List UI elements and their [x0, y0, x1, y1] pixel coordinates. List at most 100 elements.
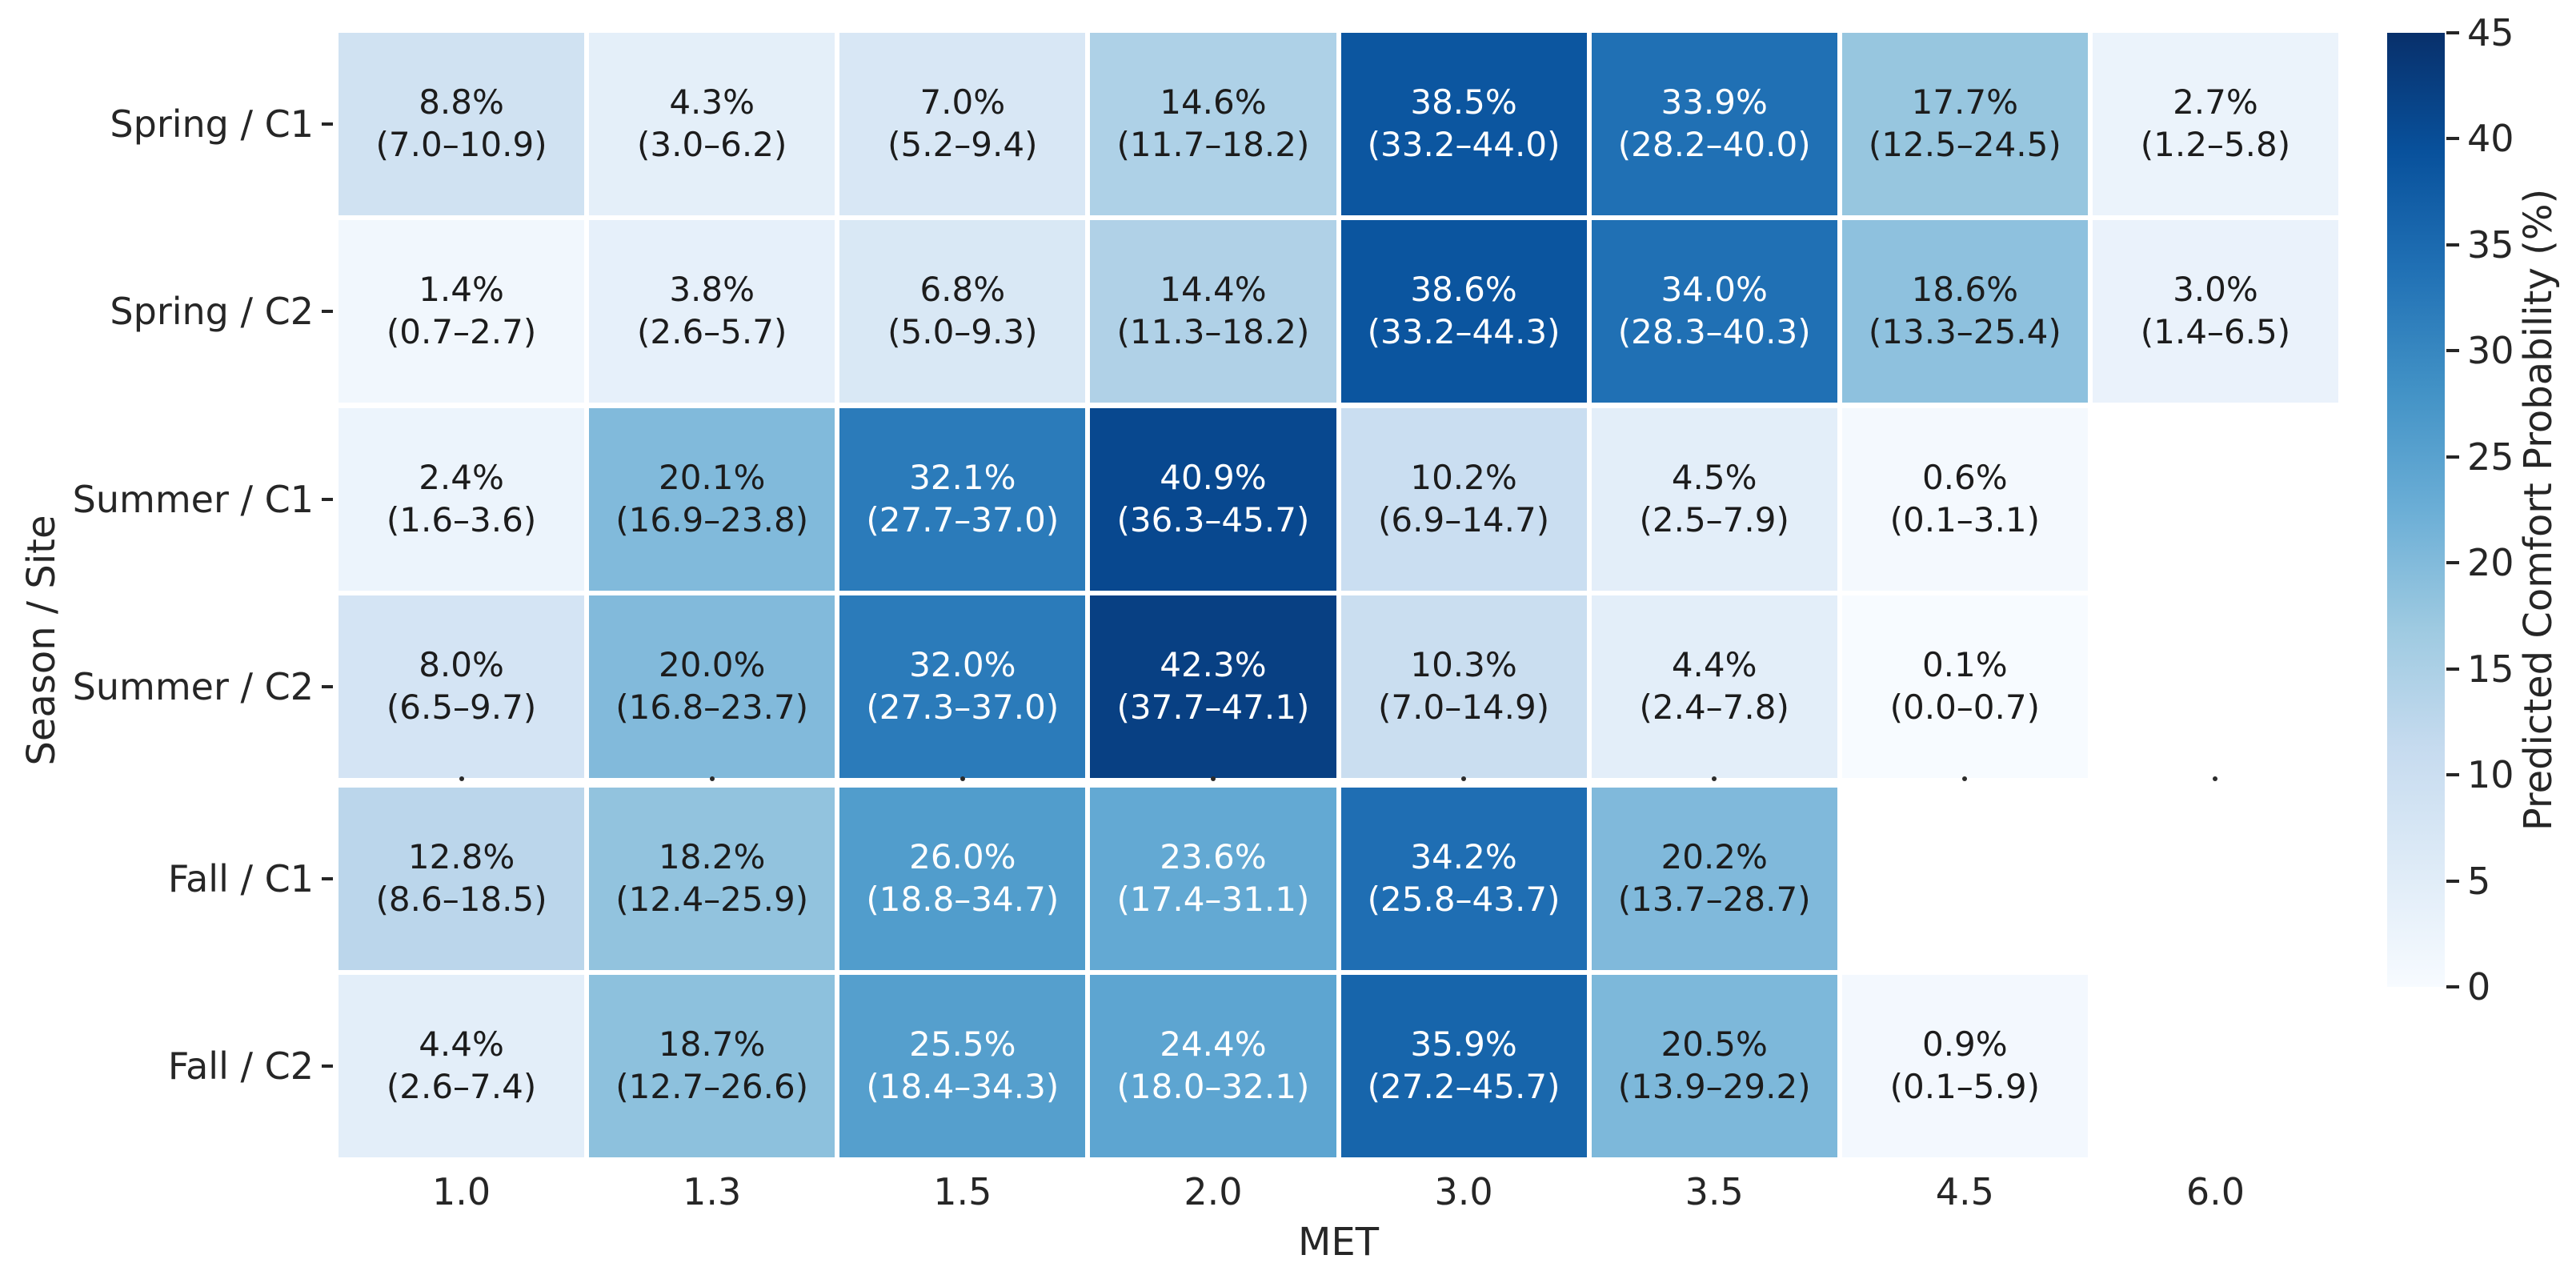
cell-confidence-interval: (0.1–5.9) [1889, 1067, 2040, 1106]
cell-confidence-interval: (33.2–44.3) [1367, 312, 1560, 351]
subplot-boundary-tick-dot [1712, 776, 1717, 781]
cell-value: 12.8% [407, 837, 515, 877]
y-tick-mark [322, 122, 333, 126]
x-tick-label: 3.0 [1434, 1170, 1493, 1213]
y-tick-label: Summer / C2 [72, 665, 314, 708]
cell-value: 3.0% [2173, 270, 2258, 310]
heatmap-cell: 18.2% (12.4–25.9) [589, 788, 835, 970]
cell-value: 18.7% [658, 1024, 766, 1065]
cell-confidence-interval: (17.4–31.1) [1116, 880, 1310, 919]
heatmap-cell: 4.5% (2.5–7.9) [1591, 408, 1837, 591]
heatmap-cell: 0.6% (0.1–3.1) [1841, 408, 2088, 591]
cell-value: 8.8% [419, 82, 504, 122]
cell-confidence-interval: (1.6–3.6) [386, 500, 537, 539]
cell-value: 10.3% [1410, 645, 1517, 685]
cell-value: 8.0% [419, 645, 504, 685]
cell-value: 17.7% [1911, 82, 2019, 122]
cell-value: 32.1% [909, 458, 1016, 498]
cell-value: 14.4% [1160, 270, 1267, 310]
cell-confidence-interval: (8.6–18.5) [375, 880, 547, 919]
cell-confidence-interval: (25.8–43.7) [1367, 880, 1560, 919]
heatmap-cell: 38.6% (33.2–44.3) [1340, 220, 1587, 403]
colorbar-tick-label: 40 [2467, 117, 2514, 161]
cell-confidence-interval: (12.7–26.6) [615, 1067, 809, 1106]
colorbar-tick-label: 30 [2467, 329, 2514, 373]
cell-confidence-interval: (12.5–24.5) [1868, 125, 2061, 164]
cell-value: 3.8% [669, 270, 755, 310]
cell-confidence-interval: (5.2–9.4) [887, 125, 1038, 164]
cell-confidence-interval: (2.6–5.7) [637, 312, 787, 351]
cell-value: 26.0% [909, 837, 1016, 877]
cell-value: 20.5% [1661, 1024, 1768, 1065]
cell-confidence-interval: (28.2–40.0) [1617, 125, 1811, 164]
cell-value: 20.2% [1661, 837, 1768, 877]
heatmap-cell: 4.4% (2.4–7.8) [1591, 595, 1837, 778]
cell-value: 24.4% [1160, 1024, 1267, 1065]
cell-value: 6.8% [919, 270, 1006, 310]
heatmap-cell: 34.0% (28.3–40.3) [1591, 220, 1837, 403]
colorbar-tick-mark [2446, 667, 2459, 671]
x-tick-label: 1.3 [683, 1170, 742, 1213]
heatmap-cell: 3.8% (2.6–5.7) [589, 220, 835, 403]
x-tick-label: 2.0 [1184, 1170, 1243, 1213]
cell-confidence-interval: (27.7–37.0) [866, 500, 1060, 539]
heatmap-cell: 24.4% (18.0–32.1) [1090, 975, 1336, 1157]
cell-confidence-interval: (0.1–3.1) [1889, 500, 2040, 539]
x-tick-label: 4.5 [1935, 1170, 1994, 1213]
cell-confidence-interval: (6.9–14.7) [1378, 500, 1550, 539]
heatmap-cell: 35.9% (27.2–45.7) [1340, 975, 1587, 1157]
heatmap-cell: 42.3% (37.7–47.1) [1090, 595, 1336, 778]
cell-value: 2.7% [2173, 82, 2258, 122]
heatmap-cell: 2.7% (1.2–5.8) [2092, 33, 2338, 215]
cell-confidence-interval: (18.8–34.7) [866, 880, 1060, 919]
cell-value: 18.6% [1911, 270, 2019, 310]
heatmap-cell: 0.9% (0.1–5.9) [1841, 975, 2088, 1157]
cell-value: 42.3% [1160, 645, 1267, 685]
cell-confidence-interval: (13.3–25.4) [1868, 312, 2061, 351]
heatmap-cell: 25.5% (18.4–34.3) [839, 975, 1086, 1157]
cell-confidence-interval: (18.4–34.3) [866, 1067, 1060, 1106]
cell-value: 34.0% [1661, 270, 1768, 310]
cell-value: 38.5% [1410, 82, 1517, 122]
cell-confidence-interval: (2.4–7.8) [1639, 688, 1789, 727]
cell-value: 4.3% [669, 82, 755, 122]
heatmap-cell: 26.0% (18.8–34.7) [839, 788, 1086, 970]
heatmap-cell: 20.2% (13.7–28.7) [1591, 788, 1837, 970]
cell-confidence-interval: (7.0–10.9) [375, 125, 547, 164]
heatmap-cell: 18.7% (12.7–26.6) [589, 975, 835, 1157]
cell-confidence-interval: (2.5–7.9) [1639, 500, 1789, 539]
heatmap-cell: 17.7% (12.5–24.5) [1841, 33, 2088, 215]
colorbar-tick-mark [2446, 243, 2459, 247]
cell-value: 14.6% [1160, 82, 1267, 122]
cell-confidence-interval: (11.3–18.2) [1116, 312, 1310, 351]
cell-confidence-interval: (0.0–0.7) [1889, 688, 2040, 727]
cell-confidence-interval: (13.9–29.2) [1617, 1067, 1811, 1106]
x-tick-label: 1.5 [933, 1170, 992, 1213]
subplot-boundary-tick-dot [1461, 776, 1467, 781]
cell-confidence-interval: (27.2–45.7) [1367, 1067, 1560, 1106]
heatmap-cell: 8.0% (6.5–9.7) [339, 595, 585, 778]
cell-value: 23.6% [1160, 837, 1267, 877]
colorbar-tick-label: 5 [2467, 859, 2491, 903]
cell-confidence-interval: (12.4–25.9) [615, 880, 809, 919]
colorbar-tick-label: 10 [2467, 753, 2514, 797]
cell-value: 34.2% [1410, 837, 1517, 877]
colorbar-tick-mark [2446, 137, 2459, 141]
cell-value: 4.4% [419, 1024, 504, 1065]
subplot-boundary-tick-dot [459, 776, 464, 781]
heatmap-cell: 18.6% (13.3–25.4) [1841, 220, 2088, 403]
heatmap-cell: 0.1% (0.0–0.7) [1841, 595, 2088, 778]
cell-confidence-interval: (5.0–9.3) [887, 312, 1038, 351]
cell-confidence-interval: (28.3–40.3) [1617, 312, 1811, 351]
subplot-boundary-tick-dot [959, 776, 965, 781]
heatmap-cell: 32.1% (27.7–37.0) [839, 408, 1086, 591]
heatmap-cell: 20.0% (16.8–23.7) [589, 595, 835, 778]
cell-confidence-interval: (1.4–6.5) [2140, 312, 2291, 351]
cell-confidence-interval: (1.2–5.8) [2140, 125, 2291, 164]
x-axis-title: MET [1297, 1220, 1380, 1265]
heatmap-cell: 12.8% (8.6–18.5) [339, 788, 585, 970]
cell-value: 1.4% [419, 270, 504, 310]
cell-value: 20.0% [658, 645, 766, 685]
colorbar-tick-mark [2446, 561, 2459, 565]
